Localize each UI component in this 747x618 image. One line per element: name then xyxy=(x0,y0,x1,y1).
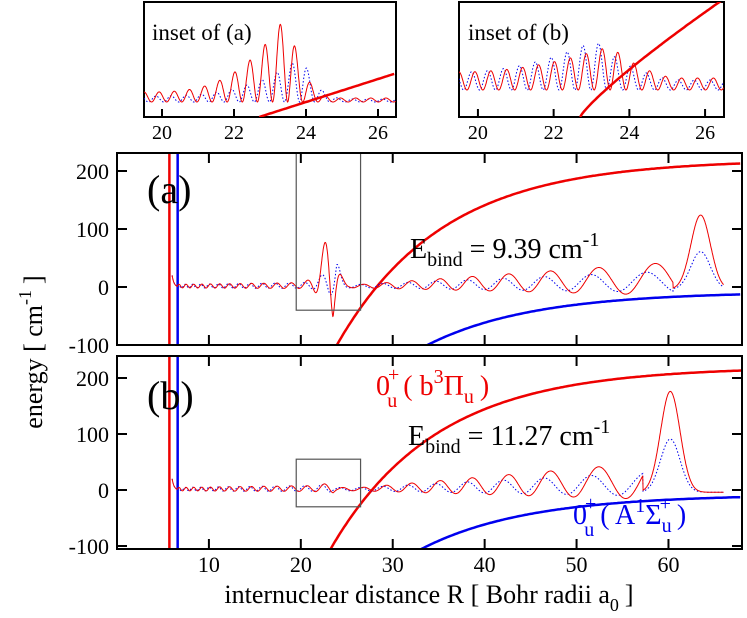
y-tick-label: 100 xyxy=(76,217,109,242)
panel-b-frame xyxy=(116,355,743,550)
inset-b-title: inset of (b) xyxy=(468,20,569,45)
x-tick-label: 40 xyxy=(474,552,496,577)
inset-singlet-wavefunction xyxy=(459,43,724,91)
inset-x-tick-label: 24 xyxy=(296,122,316,144)
panel-b-plot-area xyxy=(168,356,742,549)
x-tick-label: 20 xyxy=(290,552,312,577)
panel-b: (b) Ebind = 11.27 cm-1 0+ u( b3Πu) 0+ u( A… xyxy=(69,355,743,577)
y-tick-label: -100 xyxy=(69,534,109,559)
panel-b-ebind-e: E xyxy=(408,421,425,452)
triplet-potential-curve xyxy=(335,162,741,345)
singlet-wavefunction-series xyxy=(171,438,724,496)
x-tick-label: 30 xyxy=(382,552,404,577)
x-axis-ticks: 10 20 30 40 50 60 xyxy=(198,552,680,577)
panel-b-ebind-exp: -1 xyxy=(594,416,611,438)
inset-a-frame xyxy=(143,1,397,118)
x-axis-title: internuclear distance R [ Bohr radii a0] xyxy=(224,580,633,615)
panel-b-ebind: Ebind = 11.27 cm-1 xyxy=(408,416,610,458)
triplet-potential-curve xyxy=(329,369,742,549)
inset-triplet-potential xyxy=(258,72,395,117)
inset-highlight-box xyxy=(295,153,362,311)
x-tick-label: 10 xyxy=(198,552,220,577)
inset-highlight-box xyxy=(295,458,362,508)
panel-b-y-ticks: -100 0 100 200 xyxy=(69,356,742,559)
panel-a-ebind-value: = 9.39 cm xyxy=(463,234,583,265)
y-tick-label: 100 xyxy=(76,422,109,447)
inset-x-tick-label: 26 xyxy=(695,122,715,144)
inset-x-tick-label: 22 xyxy=(224,122,244,144)
panel-a-clip xyxy=(168,153,741,345)
panel-a-ebind-exp: -1 xyxy=(583,229,600,251)
y-tick-label: 0 xyxy=(98,275,109,300)
inset-x-tick-label: 26 xyxy=(368,122,388,144)
panel-a-ebind-e: E xyxy=(410,234,427,265)
inset-b-frame xyxy=(458,1,725,118)
panel-a-ebind-sub: bind xyxy=(427,249,463,271)
panel-a-ebind: Ebind = 9.39 cm-1 xyxy=(410,229,599,271)
state-label-triplet: 0+ u( b3Πu) xyxy=(376,364,489,412)
inset-a-clip xyxy=(144,23,396,117)
y-tick-label: -100 xyxy=(69,333,109,358)
x-tick-label: 60 xyxy=(657,552,679,577)
panel-a-label: (a) xyxy=(147,167,191,212)
singlet-wavefunction-series xyxy=(171,251,724,296)
inset-a: inset of (a) 20 22 24 26 xyxy=(143,1,397,144)
inset-triplet-wavefunction xyxy=(459,48,724,91)
inset-b: inset of (b) 20 22 24 26 xyxy=(458,1,725,144)
triplet-wavefunction-series xyxy=(171,214,724,318)
panel-b-clip xyxy=(168,356,742,549)
inset-x-tick-label: 20 xyxy=(152,122,172,144)
inset-b-x-ticks: 20 22 24 26 xyxy=(468,109,715,144)
singlet-potential-curve xyxy=(424,293,741,345)
triplet-wavefunction-series xyxy=(171,390,724,499)
inset-a-x-ticks: 20 22 24 26 xyxy=(152,109,388,144)
inset-x-tick-label: 24 xyxy=(619,122,639,144)
y-axis-title: energy [ cm-1] xyxy=(15,275,48,428)
inset-b-clip xyxy=(459,2,724,117)
singlet-potential-curve xyxy=(418,495,741,549)
panel-b-ebind-sub: bind xyxy=(425,436,461,458)
panel-a-frame xyxy=(116,152,743,346)
panel-b-label: (b) xyxy=(147,373,194,418)
y-tick-label: 0 xyxy=(98,478,109,503)
inset-triplet-potential xyxy=(579,2,722,117)
inset-triplet-wavefunction xyxy=(144,23,396,103)
y-tick-label: 200 xyxy=(76,159,109,184)
inset-x-tick-label: 20 xyxy=(468,122,488,144)
panel-a: (a) Ebind = 9.39 cm-1 -100 0 100 200 xyxy=(69,152,743,358)
y-tick-label: 200 xyxy=(76,366,109,391)
inset-b-plot-area xyxy=(459,2,724,117)
state-label-singlet: 0+ u( A1Σu+) xyxy=(573,493,686,541)
panel-b-ebind-value: = 11.27 cm xyxy=(461,421,594,452)
inset-x-tick-label: 22 xyxy=(544,122,564,144)
x-tick-label: 50 xyxy=(566,552,588,577)
panel-a-plot-area xyxy=(168,153,741,345)
inset-a-title: inset of (a) xyxy=(152,20,252,45)
panel-a-y-ticks: -100 0 100 200 xyxy=(69,153,742,358)
inset-a-plot-area xyxy=(144,23,396,117)
